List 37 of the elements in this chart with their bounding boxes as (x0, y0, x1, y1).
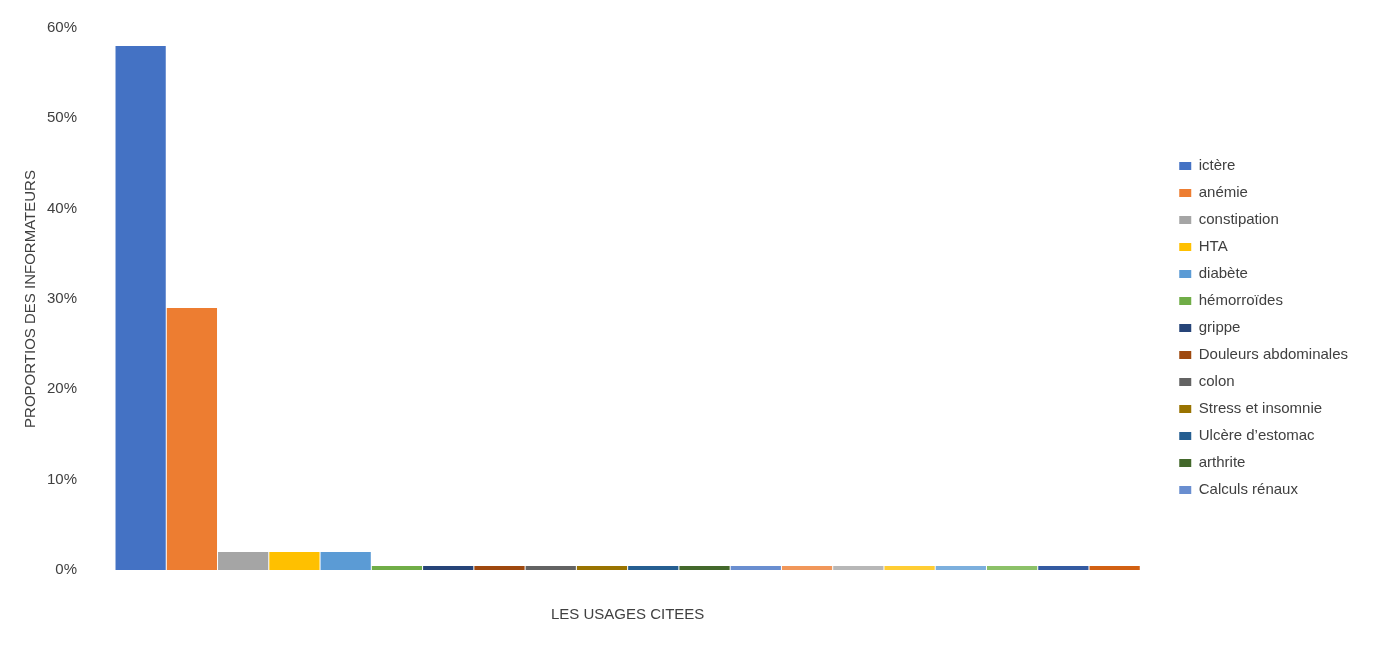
legend-label: Ulcère d’estomac (1198, 426, 1316, 444)
bar (474, 566, 525, 570)
legend-label: HTA (1198, 237, 1228, 255)
y-tick-label: 50% (46, 108, 78, 126)
legend-label: grippe (1198, 318, 1241, 336)
bar (1089, 566, 1140, 570)
y-tick-label: 60% (46, 18, 78, 36)
bar (781, 566, 833, 570)
y-tick-label: 20% (46, 379, 78, 397)
legend-label: diabète (1198, 264, 1248, 282)
y-tick-label: 10% (46, 469, 78, 487)
legend-label: Calculs rénaux (1198, 480, 1299, 498)
bar (935, 566, 986, 570)
legend-label: ictère (1198, 156, 1236, 174)
legend-label: Stress et insomnie (1198, 399, 1323, 417)
bar (628, 566, 679, 570)
y-axis-title: PROPORTIOS DES INFORMATEURS (21, 170, 39, 428)
bar (371, 566, 423, 570)
bar (423, 566, 474, 570)
bar (576, 566, 628, 570)
bar (1038, 566, 1089, 570)
bar (730, 566, 781, 570)
legend-label: anémie (1198, 183, 1248, 201)
x-axis-title: LES USAGES CITEES (550, 605, 705, 623)
y-tick-label: 40% (46, 198, 78, 216)
y-tick-label: 0% (55, 560, 78, 578)
legend-label: colon (1198, 372, 1235, 390)
legend-label: Douleurs abdominales (1198, 345, 1349, 363)
legend-label: arthrite (1198, 453, 1246, 471)
bar (884, 566, 935, 570)
legend-label: constipation (1198, 210, 1279, 228)
bar (166, 308, 218, 570)
bar (679, 566, 730, 570)
legend-label: hémorroïdes (1198, 291, 1283, 309)
bar (986, 566, 1038, 570)
bar (115, 46, 166, 570)
y-tick-label: 30% (46, 289, 78, 307)
